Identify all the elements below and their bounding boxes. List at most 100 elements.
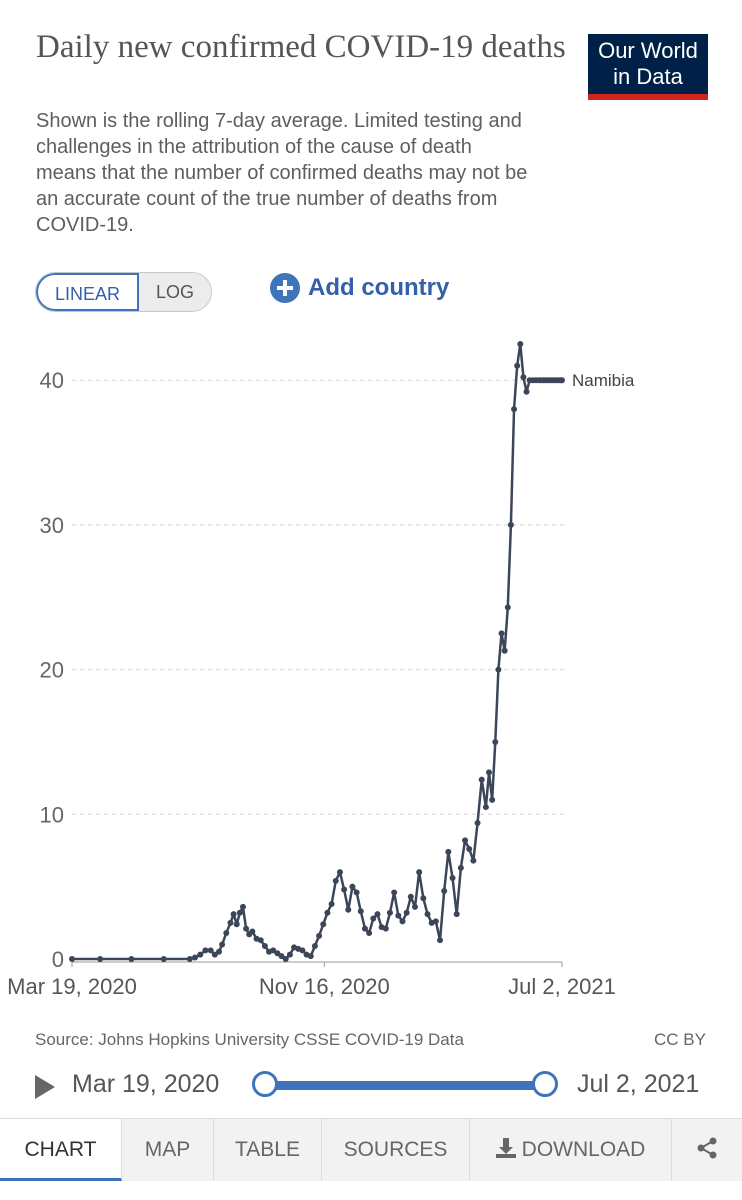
- data-point: [186, 956, 193, 962]
- plus-circle-icon: [270, 273, 300, 303]
- data-point: [239, 903, 246, 910]
- data-point: [520, 374, 527, 381]
- data-point: [517, 341, 524, 348]
- add-country-button[interactable]: Add country: [270, 272, 449, 304]
- x-tick-label: Mar 19, 2020: [7, 974, 137, 999]
- data-point: [382, 925, 389, 932]
- share-button[interactable]: [672, 1119, 742, 1181]
- tab-map[interactable]: MAP: [122, 1119, 214, 1181]
- data-point: [492, 738, 499, 745]
- data-point: [316, 932, 323, 939]
- axis-layer: 0 10 20 30 40 Mar 19, 2020 Nov 16, 2020 Jul 2, …: [7, 368, 616, 999]
- data-point: [424, 911, 431, 918]
- data-point: [353, 889, 360, 896]
- series-layer: Namibia: [69, 341, 635, 962]
- data-point: [336, 869, 343, 876]
- x-tick-label: Nov 16, 2020: [259, 974, 390, 999]
- data-point: [514, 362, 521, 369]
- data-point: [523, 388, 530, 395]
- data-point: [345, 906, 352, 913]
- tab-bar: CHART MAP TABLE SOURCES DOWNLOAD: [0, 1118, 742, 1181]
- owid-logo[interactable]: Our World in Data: [588, 34, 708, 100]
- data-point: [511, 406, 518, 413]
- y-tick-label: 30: [40, 513, 64, 538]
- scale-toggle: LINEAR LOG: [35, 272, 213, 312]
- data-point: [507, 521, 514, 528]
- data-point: [274, 950, 281, 957]
- data-point: [449, 874, 456, 881]
- data-point: [420, 895, 427, 902]
- y-tick-label: 40: [40, 368, 64, 393]
- data-point: [478, 776, 485, 783]
- series-line-namibia: [72, 342, 563, 961]
- tab-table[interactable]: TABLE: [214, 1119, 322, 1181]
- data-point: [470, 857, 477, 864]
- data-point: [559, 377, 565, 384]
- data-point: [311, 942, 318, 949]
- tab-download[interactable]: DOWNLOAD: [470, 1119, 672, 1181]
- data-point: [399, 918, 406, 925]
- timeline-start-label: Mar 19, 2020: [72, 1070, 220, 1098]
- data-point: [332, 877, 339, 884]
- logo-line-2: in Data: [613, 64, 683, 89]
- timeline: Mar 19, 2020 Jul 2, 2021: [0, 1064, 742, 1108]
- data-point: [498, 630, 505, 637]
- timeline-start-handle[interactable]: [252, 1071, 278, 1097]
- timeline-track[interactable]: [265, 1081, 546, 1090]
- logo-line-1: Our World: [598, 38, 698, 63]
- data-point: [261, 942, 268, 949]
- x-tick-label: Jul 2, 2021: [508, 974, 616, 999]
- data-point: [486, 769, 493, 776]
- source-note: Source: Johns Hopkins University CSSE CO…: [35, 1030, 464, 1049]
- add-country-label: Add country: [308, 274, 450, 301]
- data-point: [233, 921, 240, 928]
- data-point: [445, 848, 452, 855]
- license-link[interactable]: CC BY: [654, 1030, 706, 1049]
- data-point: [320, 921, 327, 928]
- data-point: [403, 909, 410, 916]
- data-point: [128, 956, 135, 962]
- data-point: [160, 956, 167, 962]
- data-point: [374, 911, 381, 918]
- data-point: [286, 951, 293, 958]
- data-point: [197, 951, 204, 958]
- data-point: [482, 804, 489, 811]
- y-tick-label: 20: [40, 658, 64, 683]
- data-point: [230, 911, 237, 918]
- data-point: [270, 947, 277, 954]
- series-label: Namibia: [572, 371, 635, 390]
- data-point: [349, 883, 356, 890]
- tab-sources[interactable]: SOURCES: [322, 1119, 470, 1181]
- data-point: [216, 948, 222, 955]
- logo-stripe: [588, 94, 708, 100]
- download-icon: [495, 1138, 516, 1158]
- data-point: [299, 947, 306, 954]
- tab-chart[interactable]: CHART: [0, 1119, 122, 1181]
- data-point: [97, 956, 104, 962]
- data-point: [432, 918, 439, 925]
- data-point: [69, 956, 75, 962]
- data-point: [412, 903, 418, 910]
- play-icon[interactable]: [35, 1075, 55, 1099]
- data-point: [504, 604, 511, 611]
- data-point: [391, 889, 398, 896]
- data-point: [462, 837, 469, 844]
- timeline-end-handle[interactable]: [532, 1071, 558, 1097]
- chart-subtitle: Shown is the rolling 7-day average. Limi…: [36, 110, 528, 236]
- share-icon: [697, 1137, 717, 1159]
- data-point: [236, 909, 243, 916]
- chart-title: Daily new confirmed COVID-19 deaths: [36, 29, 566, 65]
- data-point: [366, 929, 373, 936]
- y-tick-label: 0: [52, 947, 64, 972]
- y-tick-label: 10: [40, 802, 64, 827]
- data-point: [257, 937, 264, 944]
- data-point: [307, 953, 314, 960]
- log-button[interactable]: LOG: [139, 273, 212, 311]
- data-point: [202, 947, 209, 954]
- linear-button[interactable]: LINEAR: [36, 273, 140, 311]
- data-point: [437, 937, 444, 944]
- data-point: [386, 909, 393, 916]
- data-point: [243, 925, 250, 932]
- data-point: [341, 886, 348, 893]
